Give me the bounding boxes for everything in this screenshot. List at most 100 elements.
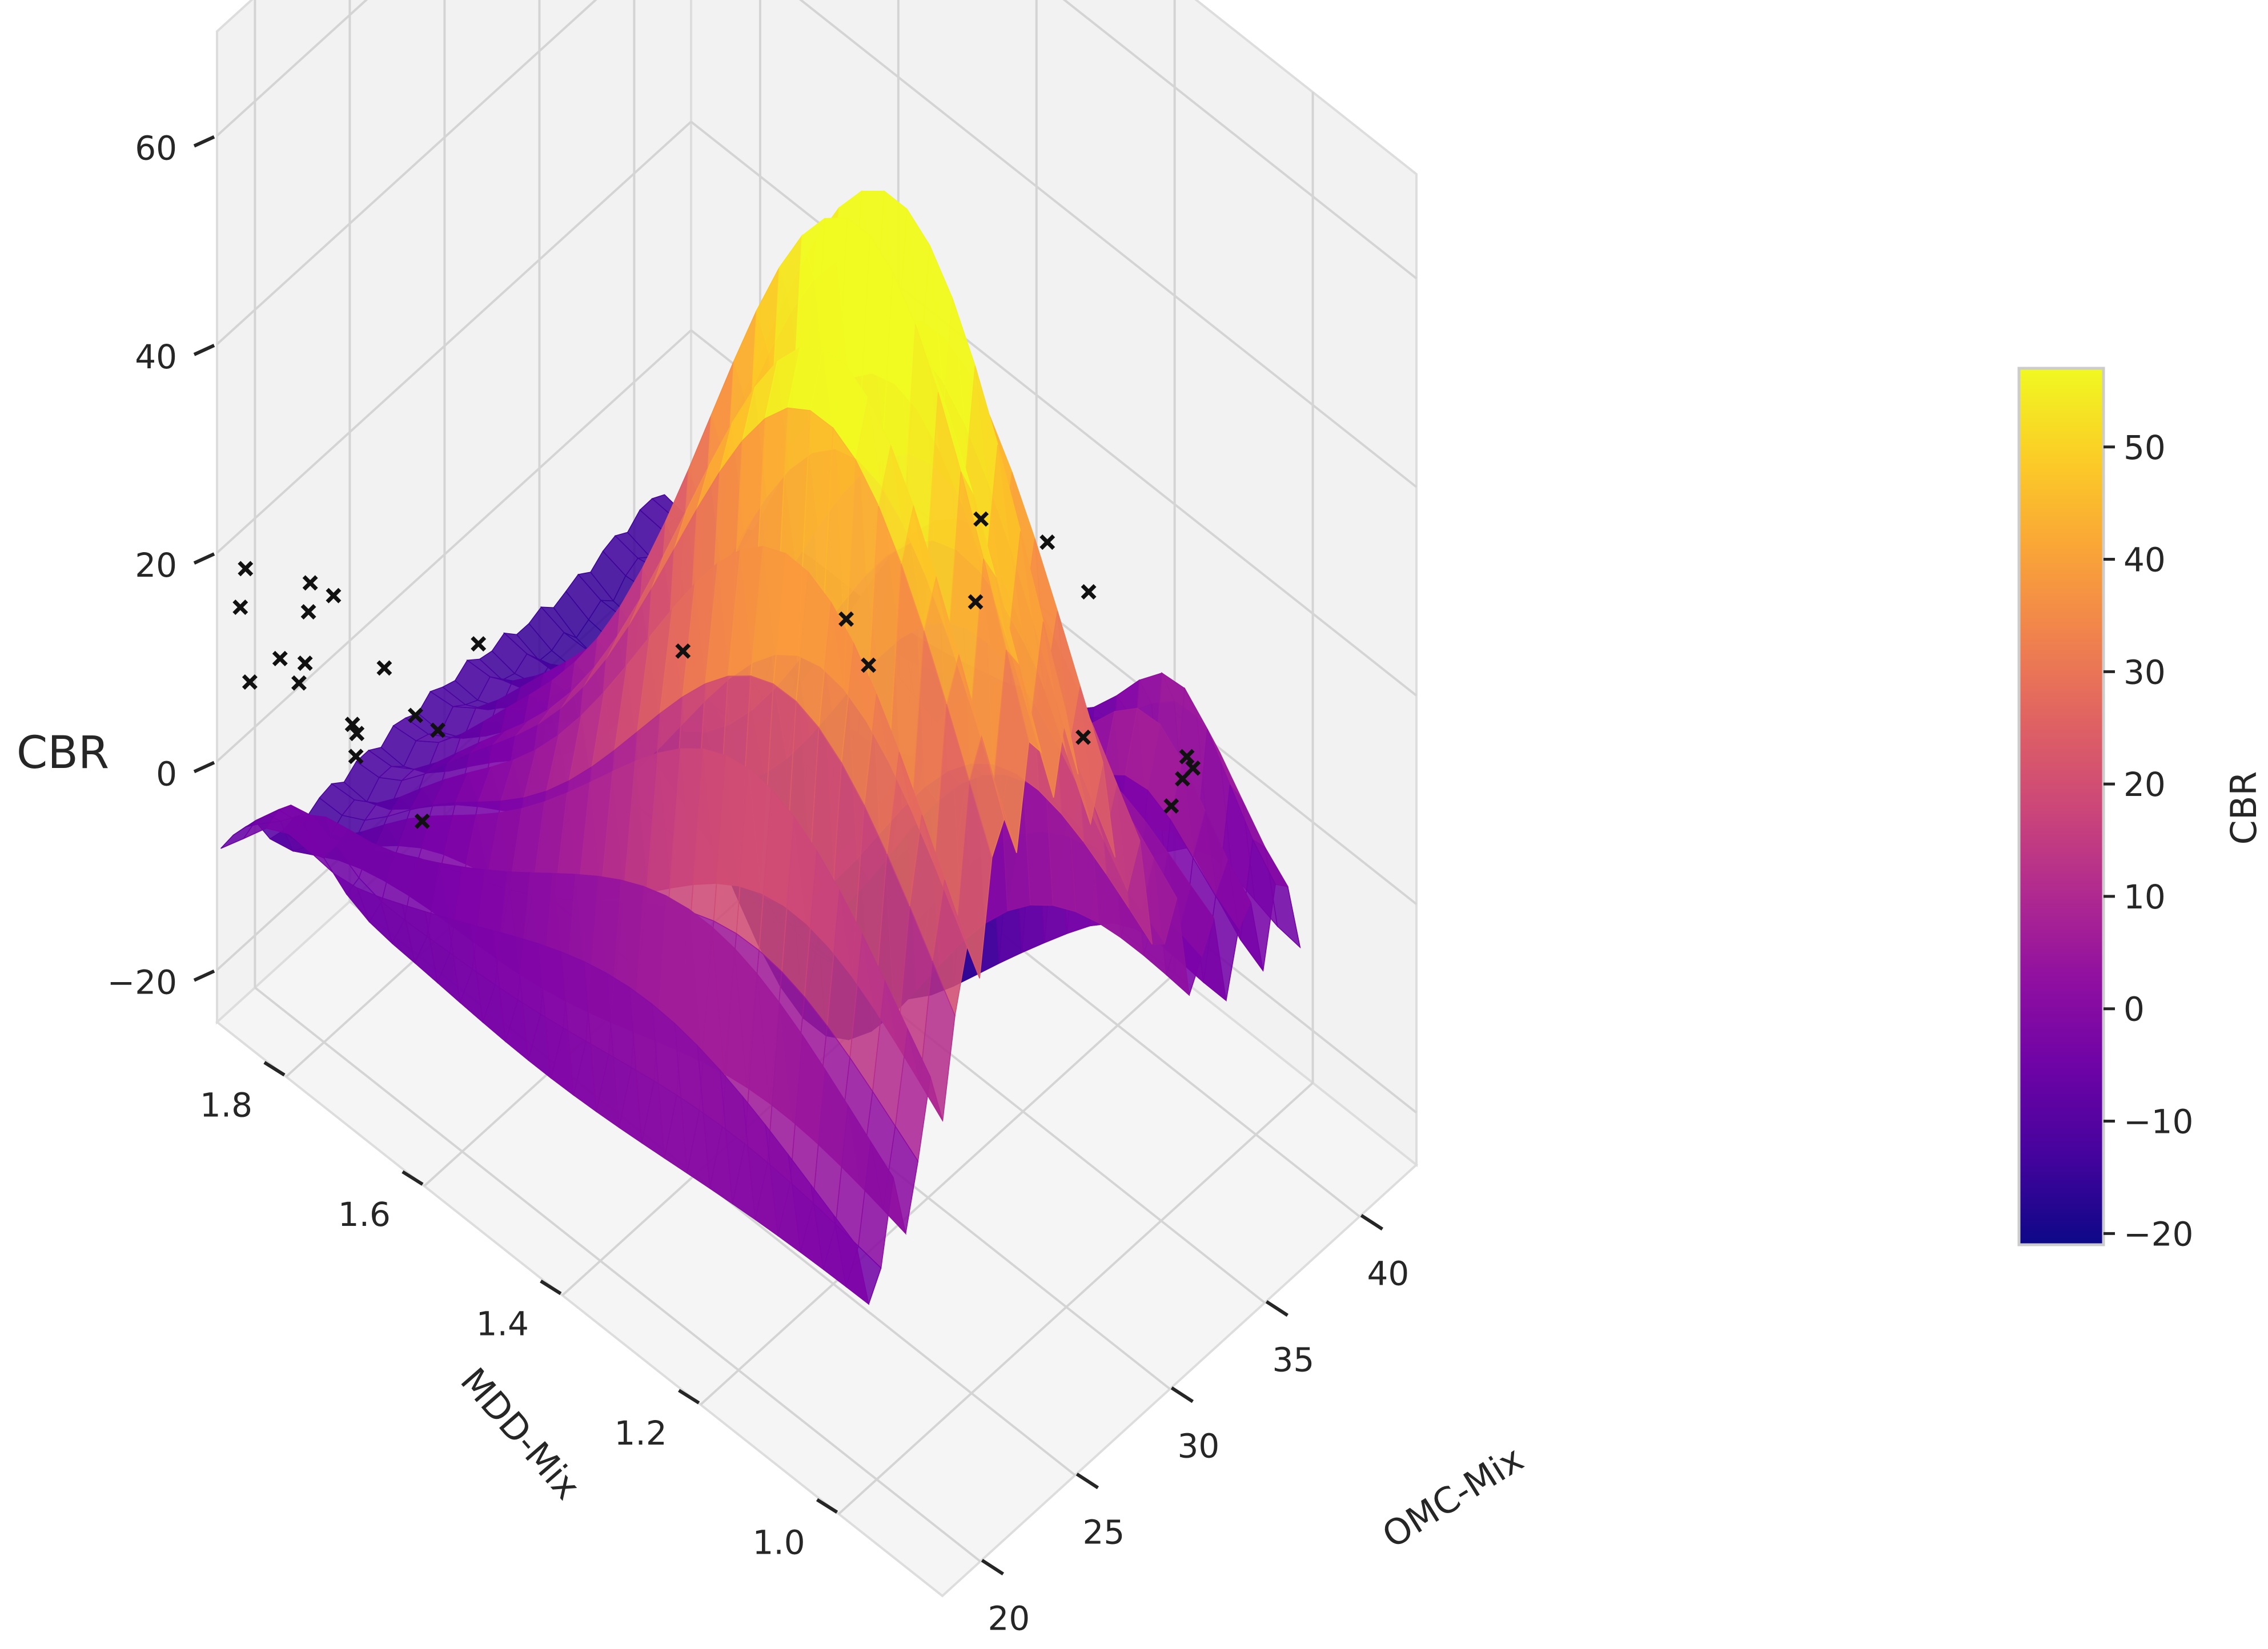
marker-stroke [1039,534,1055,550]
marker-stroke [297,655,313,671]
x-tick [981,1559,1005,1576]
data-point-marker [861,657,877,673]
marker-stroke [1179,749,1195,765]
data-point-marker [838,611,854,627]
data-point-marker [376,660,392,676]
data-point-marker [414,813,430,829]
y-tick-label: 1.6 [338,1195,391,1234]
grid-line [254,987,981,1563]
y-tick-label: 1.0 [752,1523,805,1562]
marker-stroke [291,675,307,691]
grid-line [216,0,368,137]
axis-ticks: −20 0 20 40 60 1.0 1.2 1.4 1.6 1.8 20 25 30 35 40 [107,129,1410,1638]
data-point-marker [272,650,288,666]
grid-line [838,1081,1314,1515]
data-point-marker [302,575,318,591]
x-tick [1075,1473,1099,1490]
data-point-marker [348,749,364,765]
colorbar-ticks: −20 −10 0 10 20 30 40 50 [2104,428,2193,1253]
marker-stroke [861,657,877,673]
grid-line [216,329,692,762]
x-tick-label: 30 [1177,1427,1219,1466]
z-tick-label: 40 [135,337,177,376]
data-point-marker [232,600,248,615]
colorbar-tick-label: 50 [2124,428,2166,467]
data-point-marker [349,726,365,742]
colorbar-tick-label: 20 [2124,765,2166,804]
y-tick-label: 1.4 [476,1305,529,1344]
marker-stroke [242,674,258,690]
grid-line [216,120,692,554]
data-point-marker [291,675,307,691]
data-point-marker [430,722,446,738]
colorbar-tick-label: 0 [2124,990,2145,1029]
grid-line [216,0,597,345]
data-point-marker [471,636,487,652]
data-point-marker [344,717,360,733]
data-point-marker [1179,749,1195,765]
colorbar-tick-label: −20 [2124,1214,2193,1253]
y-tick [816,1498,838,1514]
grid-line [690,120,1418,697]
marker-stroke [838,611,854,627]
y-tick [263,1061,286,1077]
grid-line [700,972,1176,1406]
y-tick-label: 1.8 [200,1086,252,1125]
marker-stroke [348,749,364,765]
colorbar-gradient [2017,367,2105,1246]
x-tick-label: 35 [1272,1341,1314,1379]
data-point-marker [238,561,254,577]
colorbar-tick-label: 10 [2124,878,2166,916]
z-tick [193,344,215,356]
z-tick [193,135,215,148]
y-tick-label: 1.2 [615,1414,667,1453]
data-point-marker [1163,798,1179,814]
marker-stroke [407,707,423,723]
data-markers [232,511,1201,829]
data-point-marker [1075,729,1091,745]
z-tick [193,552,215,565]
marker-stroke [1174,771,1190,787]
marker-stroke [1163,798,1179,814]
z-tick-label: 20 [135,546,177,585]
colorbar-tick-label: −10 [2124,1103,2193,1141]
marker-stroke [344,717,360,733]
colorbar-label: CBR [2223,771,2265,845]
marker-stroke [471,636,487,652]
marker-stroke [238,561,254,577]
x-tick-label: 20 [988,1599,1030,1638]
y-tick [402,1170,424,1186]
data-point-marker [1185,760,1201,776]
marker-stroke [973,511,989,527]
marker-stroke [1075,729,1091,745]
data-point-marker [326,588,342,604]
data-point-marker [300,604,316,620]
surface-facet [833,1214,870,1305]
z-axis-label: CBR [17,727,109,779]
colorbar-tick-label: 30 [2124,653,2166,691]
grid-line [798,0,1418,488]
z-tick [193,969,215,982]
data-point-marker [973,511,989,527]
x-axis-label: OMC-Mix [1375,1438,1530,1557]
x-tick-label: 40 [1367,1254,1409,1293]
marker-stroke [1081,584,1097,600]
z-tick-label: 0 [156,754,177,793]
z-tick-label: 60 [135,129,177,168]
data-point-marker [297,655,313,671]
data-point-marker [242,674,258,690]
z-tick-label: −20 [107,963,177,1002]
x-tick [1265,1300,1289,1317]
marker-stroke [376,660,392,676]
data-point-marker [1081,584,1097,600]
marker-stroke [302,575,318,591]
x-tick [1170,1386,1194,1403]
marker-stroke [1185,760,1201,776]
marker-stroke [349,726,365,742]
marker-stroke [326,588,342,604]
data-point-marker [675,643,691,659]
data-point-marker [407,707,423,723]
y-tick [678,1389,700,1405]
